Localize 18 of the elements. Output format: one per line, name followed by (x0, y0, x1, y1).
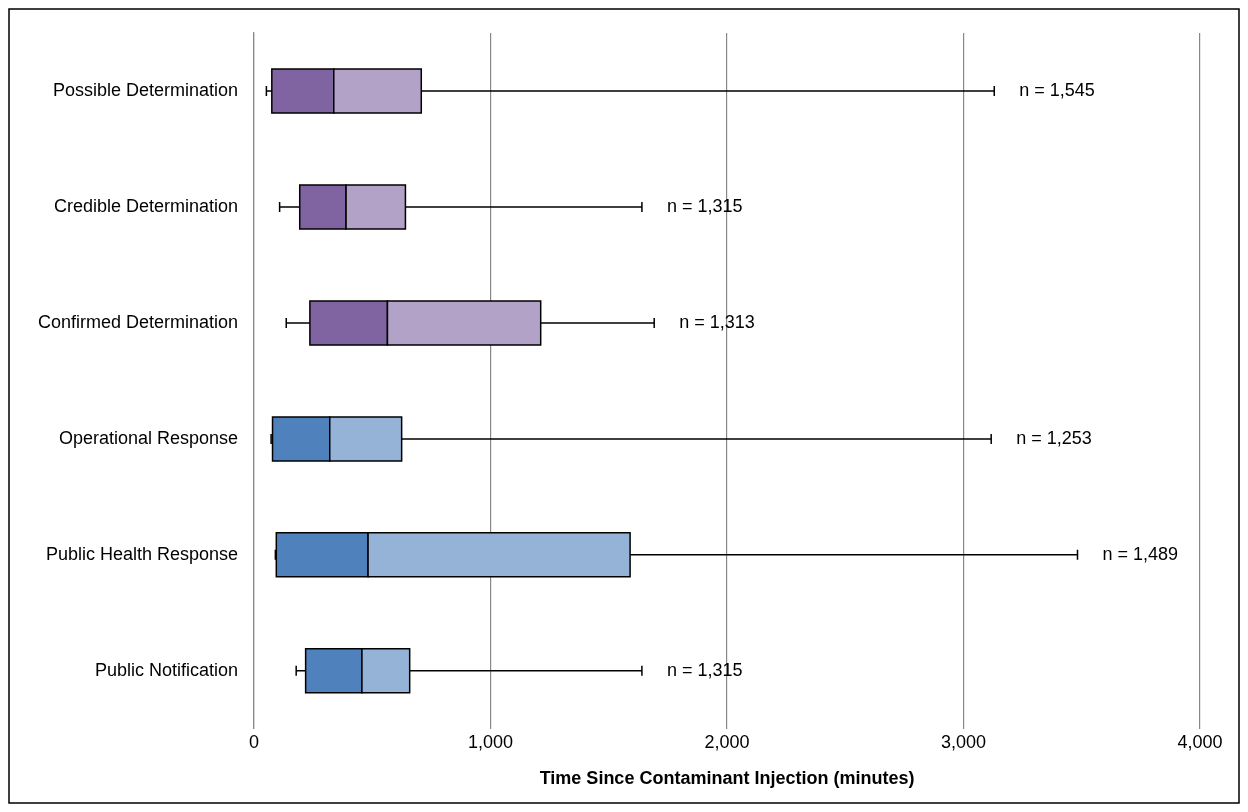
y-tick-label: Credible Determination (53, 195, 239, 216)
annotation: n = 1,545 (1019, 79, 1095, 100)
annotation: n = 1,489 (1102, 543, 1179, 564)
y-tick-label: Public Notification (95, 659, 239, 680)
y-tick-label: Possible Determination (52, 79, 239, 100)
x-tick-label: 1,000 (468, 731, 514, 752)
annotation: n = 1,253 (1016, 427, 1092, 448)
x-tick-label: 3,000 (941, 731, 987, 752)
annotation: n = 1,315 (666, 195, 743, 216)
y-tick-label: Public Health Response (45, 543, 239, 564)
x-tick-label: 0 (249, 731, 260, 752)
x-axis-title: Time Since Contaminant Injection (minutes) (539, 768, 915, 789)
x-tick-label: 4,000 (1177, 731, 1223, 752)
annotation: n = 1,313 (679, 311, 755, 332)
x-tick-label: 2,000 (704, 731, 750, 752)
y-tick-label: Operational Response (58, 427, 239, 448)
annotation: n = 1,315 (666, 659, 743, 680)
y-tick-label: Confirmed Determination (37, 311, 239, 332)
